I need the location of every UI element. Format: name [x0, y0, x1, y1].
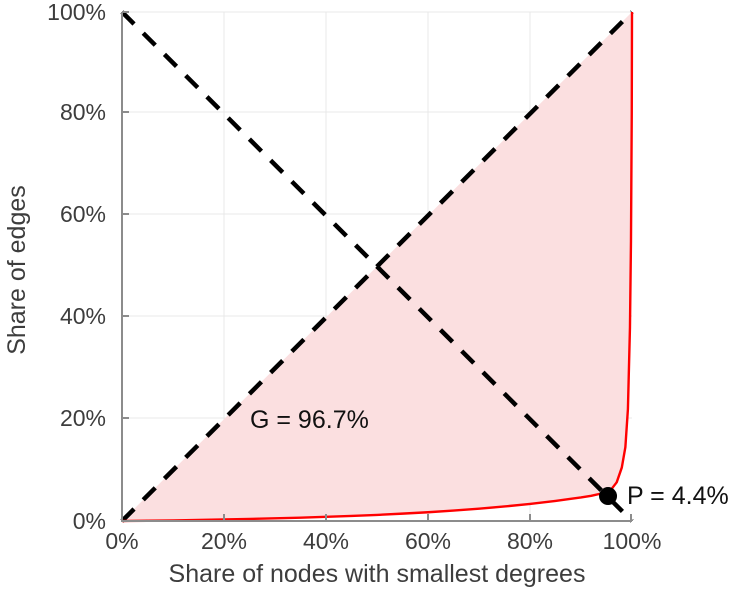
- x-tick-label-80: 80%: [506, 528, 554, 554]
- x-tick-label-100: 100%: [602, 528, 662, 554]
- y-tick-label-0: 0%: [72, 508, 106, 534]
- lorenz-curve-line: [121, 11, 634, 523]
- gini-annotation: G = 96.7%: [250, 406, 369, 434]
- axis-ticks: [122, 11, 632, 521]
- axis-spines: [121, 12, 632, 522]
- pareto-annotation: P = 4.4%: [627, 482, 729, 510]
- y-tick-label-group: 100% 80% 60% 40% 20% 0%: [24, 0, 106, 540]
- y-tick-label-80: 80%: [59, 99, 106, 125]
- x-tick-label-60: 60%: [404, 528, 452, 554]
- pareto-point-marker: [599, 487, 618, 506]
- y-tick-label-40: 40%: [59, 303, 106, 329]
- equality-diagonal-dashed-line: [120, 10, 634, 523]
- x-tick-label-0: 0%: [105, 528, 139, 554]
- x-tick-label-20: 20%: [200, 528, 248, 554]
- y-tick-label-60: 60%: [59, 201, 106, 227]
- y-tick-label-20: 20%: [59, 405, 106, 431]
- y-tick-label-100: 100%: [47, 0, 106, 25]
- x-tick-label-40: 40%: [302, 528, 350, 554]
- x-axis-label: Share of nodes with smallest degrees: [168, 560, 586, 588]
